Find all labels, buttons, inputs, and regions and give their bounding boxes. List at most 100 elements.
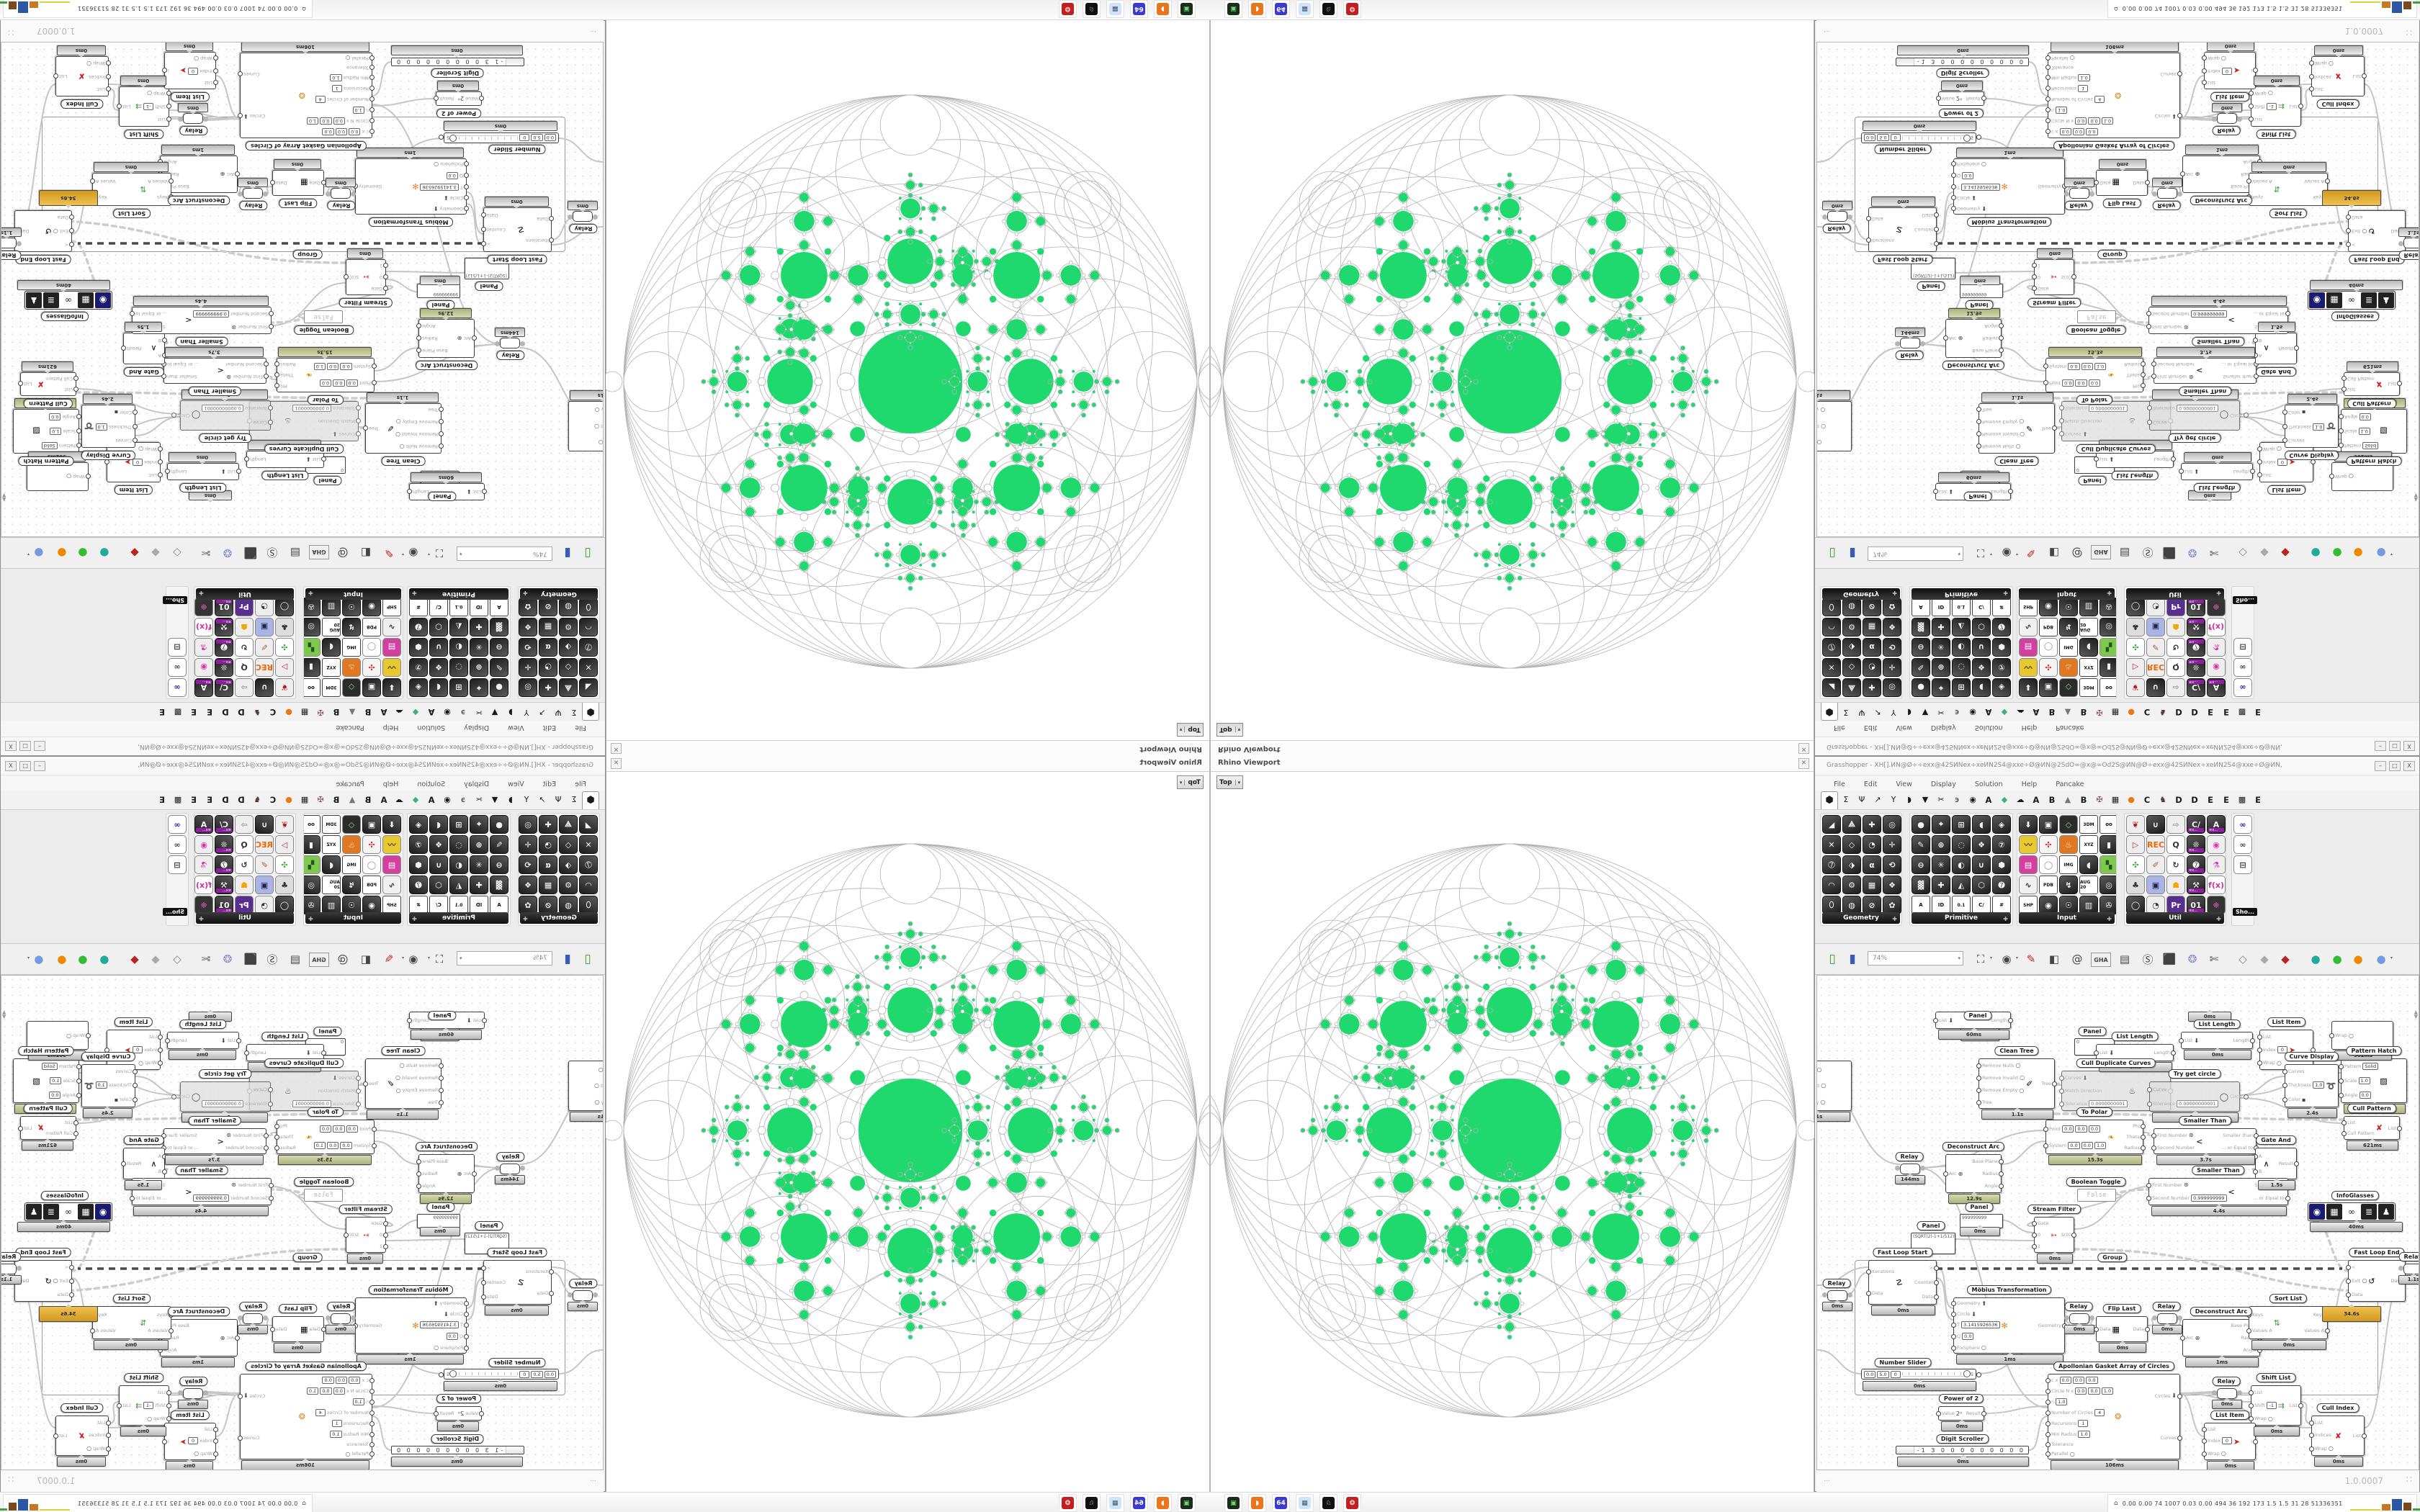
toolbar-gem-red[interactable]: ◆ [2281, 546, 2290, 559]
toolbar-gha[interactable]: GHA [2091, 953, 2111, 967]
component-icon[interactable]: ◔ [1863, 658, 1881, 677]
gh-node-relay[interactable] [2217, 113, 2237, 124]
component-icon[interactable]: ▤ [382, 638, 401, 657]
gh-node-number-slider[interactable]: 0.0 5.0 0 5 [1861, 1369, 1981, 1380]
component-icon[interactable]: ▣ [2146, 618, 2165, 636]
component-icon[interactable]: ♨ [2059, 835, 2078, 854]
port-dot[interactable] [2202, 1426, 2207, 1432]
port-dot[interactable] [549, 238, 554, 243]
category-tab-14[interactable]: B [2048, 795, 2056, 805]
port-dot[interactable] [479, 96, 484, 101]
resize-grip-icon[interactable]: ∷ [8, 1475, 14, 1485]
taskbar-rhino[interactable]: ♘ [1083, 0, 1101, 18]
component-icon[interactable]: ♣ [275, 876, 294, 894]
port-dot[interactable] [73, 1120, 79, 1125]
component-icon[interactable]: 0.1 [449, 598, 468, 616]
component-icon[interactable]: ⟲ [1883, 638, 1901, 657]
component-icon[interactable]: ● [490, 815, 508, 834]
gh-node-clean-tree[interactable]: Remove Nulls ○ Remove Invalid ○ Remove Empty… [1976, 1058, 2057, 1109]
menu-display[interactable]: Display [464, 724, 490, 732]
component-icon[interactable]: ● [1912, 678, 1930, 697]
toolbar-gha[interactable]: GHA [309, 545, 329, 559]
port-dot[interactable] [481, 1280, 486, 1285]
category-tab-9[interactable]: ◉ [444, 708, 451, 717]
component-icon[interactable]: A [490, 598, 508, 616]
category-tab-21[interactable]: ♞ [254, 795, 261, 804]
component-icon[interactable]: ⚒ ≡x... [215, 618, 233, 636]
component-icon[interactable]: ☗ [2166, 876, 2185, 894]
canvas-scrollbar-arrows[interactable]: ▲ ▼ [2, 492, 6, 503]
menu-file[interactable]: File [1834, 724, 1845, 732]
category-tab-26[interactable]: ▩ [2238, 708, 2246, 717]
gh-node-relay[interactable] [2069, 188, 2089, 199]
taskbar-calculator[interactable]: ▦ [1296, 0, 1314, 18]
port-dot[interactable] [158, 1061, 163, 1066]
component-icon[interactable]: ❖ [1972, 658, 1991, 677]
gh-node-relay[interactable] [2157, 188, 2177, 199]
component-icon[interactable]: oo [2099, 815, 2116, 834]
gh-node-infoglasses[interactable]: ◉ ▦ ∞ ≣ ♟ [24, 291, 112, 310]
chevron-down-icon[interactable]: ▾ [1990, 955, 1993, 960]
component-icon[interactable]: ❈ [2207, 896, 2226, 914]
port-dot[interactable] [1934, 1280, 1939, 1285]
port-dot[interactable] [76, 428, 81, 433]
component-icon[interactable]: ▦ [539, 618, 557, 636]
category-tab-22[interactable]: D [2175, 707, 2182, 717]
toolbar-ball-blue[interactable]: ● [2376, 546, 2386, 559]
component-icon[interactable]: ▤ [2019, 855, 2038, 874]
port-dot[interactable] [86, 1033, 91, 1038]
palette-group-label[interactable]: Geometry ✚ [520, 912, 598, 924]
gh-node-m-bius-transformation[interactable]: Geometry ⬆ Circle ⬇ T 3.1415926536 Q 0.0 FixSphe… [1951, 1297, 2067, 1354]
gh-node-stream-filter[interactable]: Gate 0 1 ➳ S(0) [344, 259, 388, 295]
component-icon[interactable]: C/≡x... [2187, 678, 2205, 697]
gh-node-relay[interactable] [573, 211, 593, 222]
port-dot[interactable] [158, 1034, 163, 1040]
component-icon[interactable]: ✕ [579, 658, 598, 677]
port-dot[interactable] [1981, 1411, 1986, 1416]
component-icon[interactable]: A ≡x... [194, 678, 213, 697]
port-dot[interactable] [2052, 1081, 2057, 1086]
port-dot[interactable] [2147, 405, 2152, 411]
gh-node-power-of-2[interactable]: Value 2ⁿ Result [1936, 1406, 1986, 1421]
gh-node-cull-index[interactable]: List Indices Wrap ○ ✘ List [53, 1416, 111, 1456]
port-dot[interactable] [2094, 1050, 2099, 1056]
port-dot[interactable] [369, 55, 375, 60]
component-icon[interactable]: ◖ [429, 678, 448, 697]
component-icon[interactable]: ➐ [1992, 618, 2011, 636]
port-dot[interactable] [2249, 104, 2254, 109]
port-dot[interactable] [2045, 1421, 2051, 1426]
port-dot[interactable] [1951, 1334, 1956, 1340]
category-tab-7[interactable]: ✂ [475, 708, 483, 717]
category-tab-5[interactable]: ◗ [508, 795, 513, 804]
component-icon[interactable]: f(x) [2207, 876, 2226, 894]
component-icon[interactable]: ◉ [362, 598, 381, 616]
port-dot[interactable] [1934, 212, 1939, 217]
gh-node-unnamed[interactable]: Wrap ○ [27, 462, 91, 491]
menu-help[interactable]: Help [2021, 724, 2038, 732]
gh-node-fast-loop-start[interactable]: Iterations Data ☡ > Counter Data [1866, 207, 1939, 252]
component-icon[interactable]: ◯ [2039, 855, 2058, 874]
category-tab-0[interactable]: ⬢ [1821, 703, 1838, 721]
gh-node-infoglasses[interactable]: ◉ ▦ ∞ ≣ ♟ [24, 1202, 112, 1221]
component-icon[interactable]: ❦ [275, 678, 294, 697]
component-icon[interactable]: # [1992, 598, 2011, 616]
port-dot[interactable] [2246, 1328, 2251, 1333]
toolbar-sketch-pen[interactable]: ✎ [384, 546, 394, 559]
component-icon[interactable]: ∞ [2233, 658, 2252, 677]
component-icon[interactable]: C/ [429, 598, 448, 616]
port-dot[interactable] [162, 68, 167, 73]
component-icon[interactable]: ⚗ [2207, 638, 2226, 657]
menu-display[interactable]: Display [1930, 780, 1956, 788]
port-dot[interactable] [2147, 1101, 2152, 1107]
component-icon[interactable]: ⚙ [559, 618, 578, 636]
gh-node-clean-tree[interactable]: Remove Nulls ○ Remove Invalid ○ Remove Empty… [363, 1058, 444, 1109]
component-icon[interactable]: ▚ [303, 855, 321, 874]
component-icon[interactable]: ◢ [1822, 678, 1841, 697]
category-tab-19[interactable]: ● [285, 708, 292, 717]
gh-node-number-slider[interactable]: 0.0 5.0 0 5 [1861, 132, 1981, 143]
component-icon[interactable]: 3DM [322, 815, 341, 834]
component-icon[interactable]: ✿ [1883, 896, 1901, 914]
taskbar-rhino[interactable]: ♘ [1319, 0, 1337, 18]
port-dot[interactable] [2151, 374, 2156, 379]
gh-node-apollonian-gasket-array-of-circles[interactable]: c x 0.0 0.0 0.0 Circle N x 0.0 0.0 1.0 n 1.0 Numbe… [238, 53, 375, 138]
